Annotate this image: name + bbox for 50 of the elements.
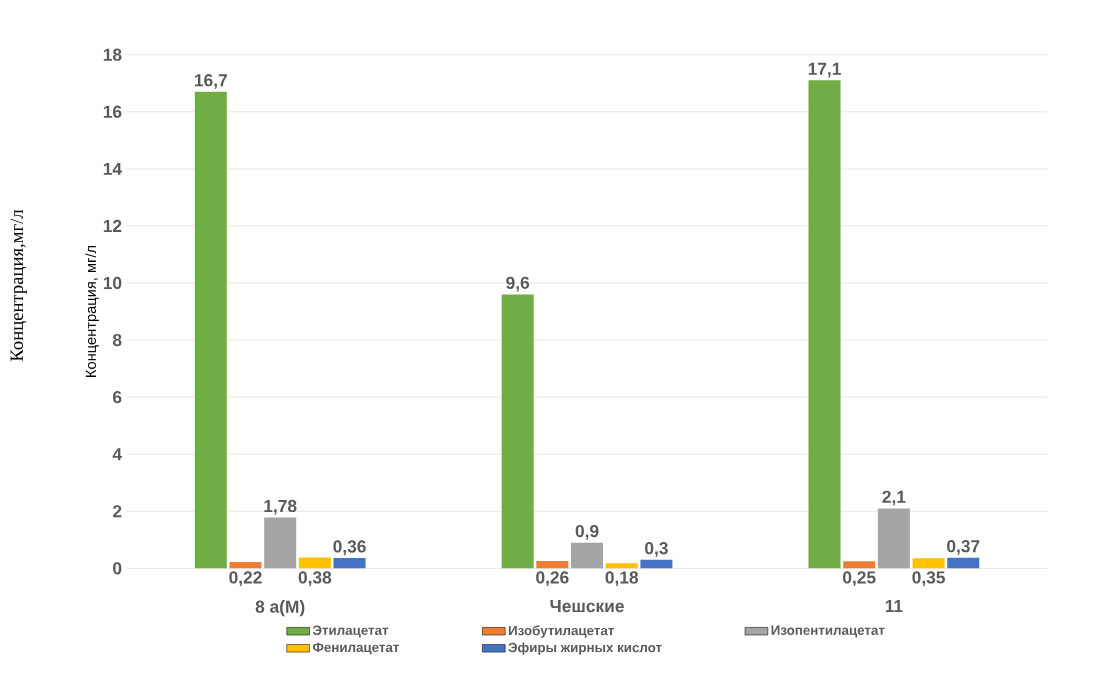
y-tick-label: 16 — [103, 105, 122, 119]
legend-label: Этилацетат — [312, 625, 389, 638]
data-label: 0,18 — [605, 571, 639, 587]
text: Концентрация,мг/л — [10, 209, 27, 362]
bar — [877, 508, 910, 569]
legend-label: Эфиры жирных кислот — [508, 642, 662, 655]
data-label: 0,37 — [947, 540, 980, 555]
y-tick-label: 4 — [112, 448, 122, 461]
data-label: 1,78 — [264, 499, 297, 515]
bar — [298, 557, 331, 569]
data-label: 0,22 — [229, 571, 262, 587]
x-tick-label: 8 а(М) — [255, 600, 305, 617]
bar — [536, 561, 569, 569]
bar — [640, 559, 673, 569]
bar — [808, 80, 841, 569]
y-tick-label: 8 — [112, 334, 122, 347]
x-tick-label: 11 — [885, 600, 903, 613]
bar — [229, 562, 262, 569]
bar — [194, 91, 227, 569]
data-label: 0,35 — [912, 571, 945, 587]
bar — [605, 563, 638, 569]
data-label: 0,3 — [645, 542, 668, 557]
data-label: 0,38 — [298, 571, 332, 587]
x-tick-label: Чешские — [550, 600, 624, 613]
y-tick-label: 0 — [113, 562, 122, 575]
data-label: 0,26 — [536, 571, 569, 587]
data-label: 0,9 — [575, 525, 599, 540]
data-label: 9,6 — [506, 276, 530, 292]
bar — [947, 557, 980, 569]
data-label: 0,36 — [333, 540, 366, 556]
bar — [912, 558, 945, 569]
bar — [843, 561, 876, 569]
data-label: 17,1 — [808, 62, 841, 78]
bar — [501, 294, 534, 569]
legend-label: Фенилацетат — [312, 642, 400, 655]
y-tick-label: 2 — [112, 505, 122, 518]
y-tick-label: 10 — [103, 276, 122, 290]
bar — [333, 558, 366, 569]
bar — [264, 517, 297, 569]
data-label: 0,25 — [843, 571, 876, 587]
y-tick-label: 6 — [113, 391, 122, 404]
y-tick-label: 18 — [103, 48, 122, 61]
bar — [571, 542, 604, 569]
data-label: 16,7 — [195, 74, 227, 89]
y-axis-title: Концентрация, мг/л — [85, 246, 99, 378]
y-tick-label: 12 — [103, 219, 122, 233]
legend-label: Изопентилацетат — [771, 625, 885, 638]
data-label: 2,1 — [882, 490, 906, 506]
legend-label: Изобутилацетат — [508, 625, 614, 638]
y-tick-label: 14 — [103, 163, 122, 175]
